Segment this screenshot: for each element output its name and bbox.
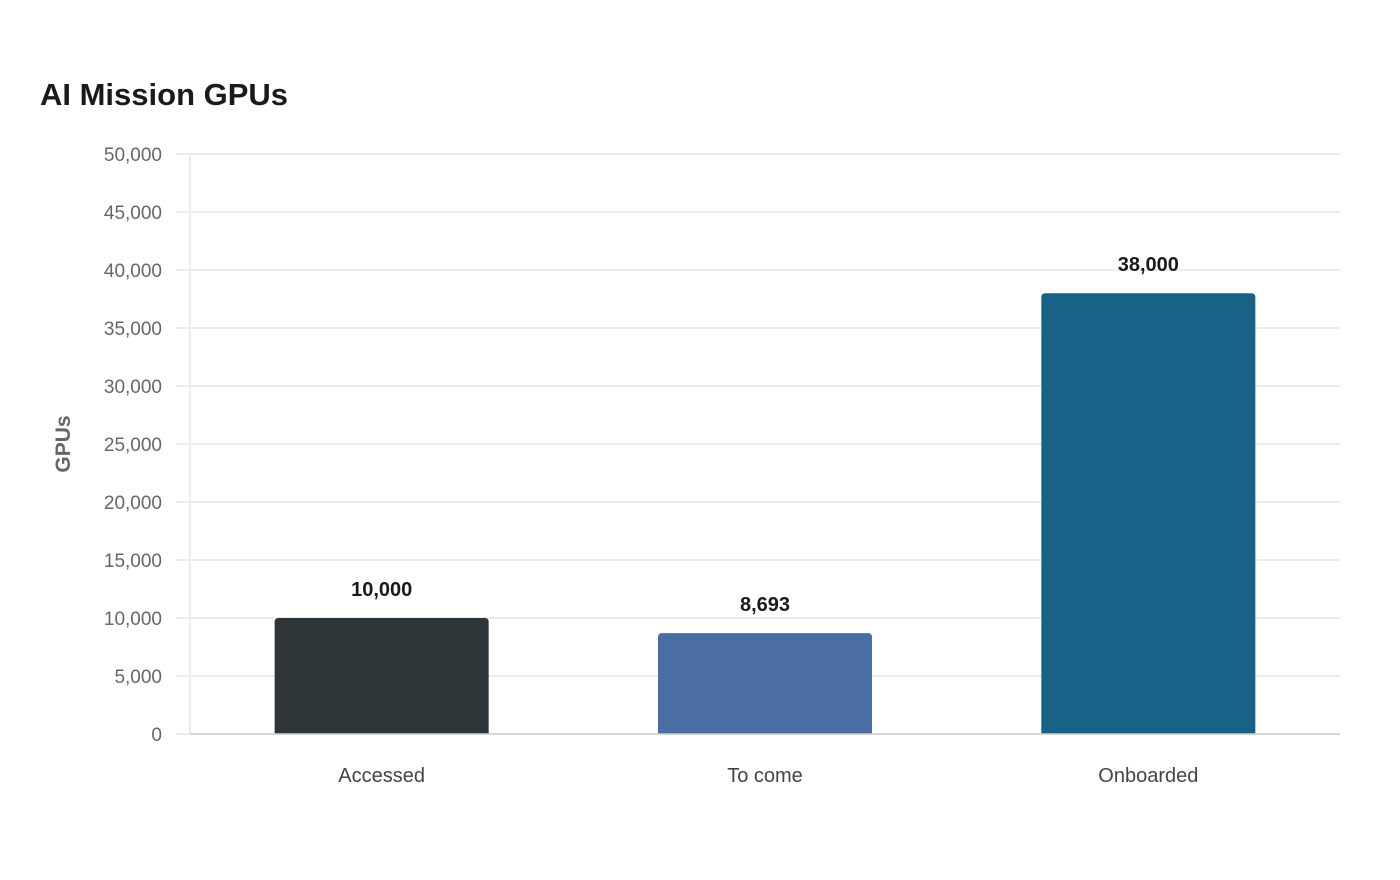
data-labels: 10,000 8,693 38,000 <box>351 254 1179 616</box>
y-tick-label: 50,000 <box>104 145 162 166</box>
data-label: 10,000 <box>351 579 412 601</box>
y-tick-label: 5,000 <box>114 667 162 688</box>
y-tick-label: 15,000 <box>104 551 162 572</box>
bar-to-come <box>658 633 872 734</box>
y-axis-title: GPUs <box>52 415 75 472</box>
bar-onboarded <box>1041 293 1256 734</box>
x-category-labels: Accessed To come Onboarded <box>338 765 1198 787</box>
y-tick-label: 45,000 <box>104 203 162 224</box>
data-label: 8,693 <box>740 594 790 616</box>
x-category-label: Accessed <box>338 765 425 787</box>
bars <box>274 293 1256 734</box>
y-tick-label: 0 <box>151 725 162 746</box>
x-category-label: To come <box>727 765 803 787</box>
y-tick-label: 30,000 <box>104 377 162 398</box>
bar-accessed <box>274 618 489 734</box>
y-tick-label: 25,000 <box>104 435 162 456</box>
data-label: 38,000 <box>1118 254 1179 276</box>
y-tick-label: 35,000 <box>104 319 162 340</box>
y-tick-label: 10,000 <box>104 609 162 630</box>
chart-title: AI Mission GPUs <box>40 77 289 112</box>
y-tick-label: 40,000 <box>104 261 162 282</box>
y-tick-label: 20,000 <box>104 493 162 514</box>
y-tick-labels: 0 5,000 10,000 15,000 20,000 25,000 30,000 35,0… <box>104 145 162 746</box>
x-category-label: Onboarded <box>1098 765 1198 787</box>
